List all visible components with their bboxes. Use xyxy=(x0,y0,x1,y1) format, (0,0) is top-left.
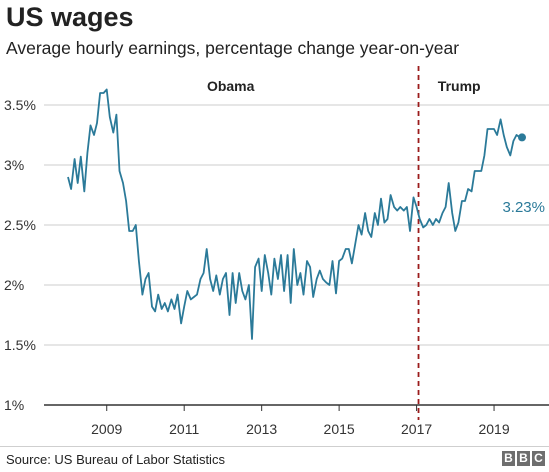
period-label: Trump xyxy=(438,78,481,94)
y-tick-label: 3.5% xyxy=(4,97,36,113)
series-line xyxy=(67,88,521,340)
end-value-label: 3.23% xyxy=(502,199,545,216)
x-tick-label: 2015 xyxy=(324,421,355,437)
source-note: Source: US Bureau of Labor Statistics xyxy=(6,452,225,467)
x-tick-label: 2013 xyxy=(246,421,277,437)
period-labels: Obama Trump xyxy=(207,66,481,420)
chart-title: US wages xyxy=(6,2,134,32)
x-axis-ticks: 2009 2011 2013 2015 2017 2019 xyxy=(91,405,510,437)
logo-letter: C xyxy=(532,451,545,466)
bbc-logo: B B C xyxy=(502,451,545,466)
y-tick-label: 3% xyxy=(4,157,24,173)
y-tick-label: 1% xyxy=(4,397,24,413)
x-tick-label: 2009 xyxy=(91,421,122,437)
y-tick-label: 2.5% xyxy=(4,217,36,233)
logo-letter: B xyxy=(502,451,515,466)
y-tick-label: 2% xyxy=(4,277,24,293)
line-chart: 3.5%3%2.5%2%1.5%1% 2009 2011 2013 2015 2017 2… xyxy=(4,66,549,437)
y-axis-ticks: 3.5% 3% 2.5% 2% 1.5% 1% xyxy=(4,97,36,413)
period-label: Obama xyxy=(207,78,255,94)
series-end-point xyxy=(518,133,526,142)
series-layer: 3.23% xyxy=(67,88,545,340)
x-tick-label: 2017 xyxy=(401,421,432,437)
x-tick-label: 2011 xyxy=(169,421,199,437)
gridlines xyxy=(44,104,549,406)
y-tick-label: 1.5% xyxy=(4,337,36,353)
x-tick-label: 2019 xyxy=(478,421,509,437)
chart-subtitle: Average hourly earnings, percentage chan… xyxy=(6,38,460,58)
logo-letter: B xyxy=(517,451,530,466)
footer-divider xyxy=(0,446,549,447)
